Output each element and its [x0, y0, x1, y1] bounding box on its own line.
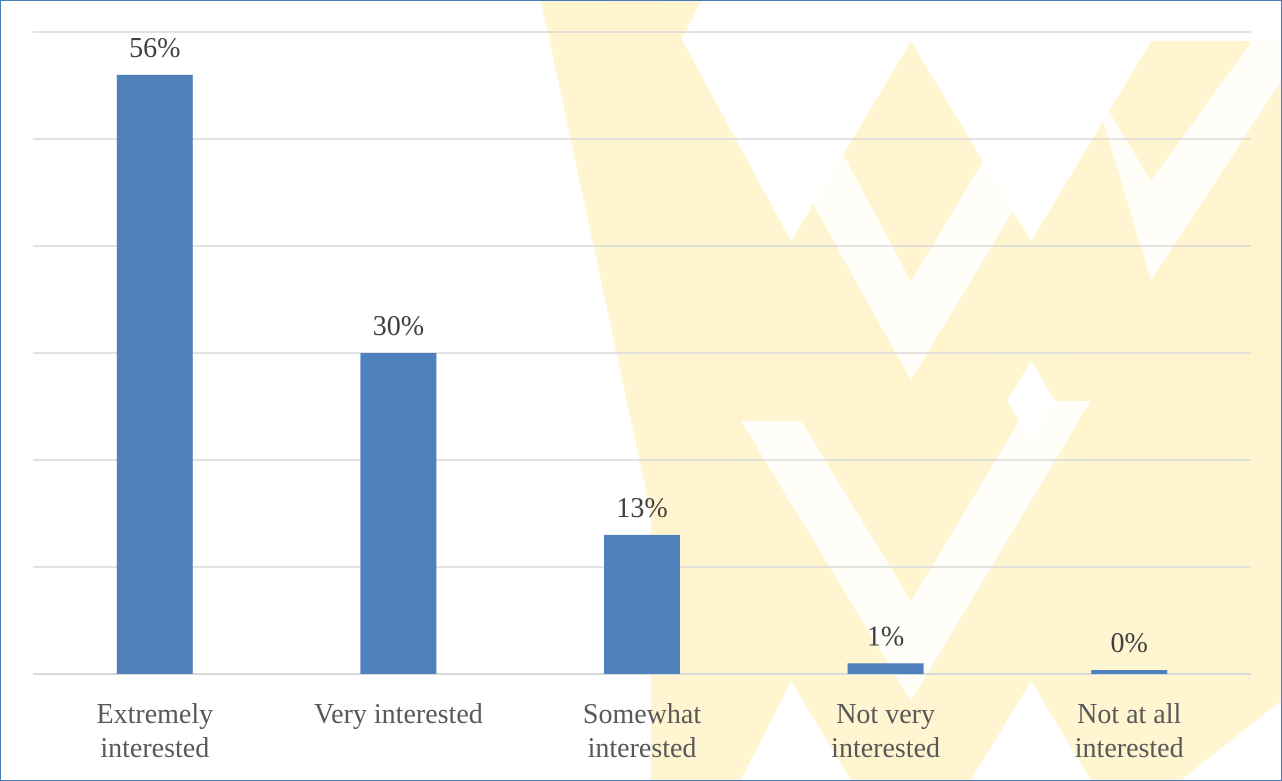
category-label: Extremely	[96, 699, 213, 730]
bar	[1091, 670, 1168, 674]
category-label: interested	[1075, 733, 1184, 764]
watermark-stripe	[1091, 1, 1281, 281]
data-label: 1%	[867, 621, 904, 652]
category-label: Somewhat	[583, 699, 701, 730]
category-label: interested	[831, 733, 940, 764]
data-label: 56%	[129, 33, 180, 64]
category-label: Not very	[836, 699, 935, 730]
watermark-stripe	[741, 401, 1091, 701]
bars	[116, 74, 1168, 675]
category-label: Not at all	[1077, 699, 1181, 730]
data-label: 0%	[1111, 628, 1148, 659]
data-label: 30%	[373, 311, 424, 342]
watermark-shape	[611, 1, 701, 81]
bar	[604, 534, 680, 674]
watermark-logo	[541, 1, 1281, 780]
category-label: interested	[100, 733, 209, 764]
bar	[847, 663, 924, 674]
watermark-stripe	[701, 1, 1091, 381]
bar	[116, 74, 193, 675]
category-label: interested	[588, 733, 697, 764]
value-labels: 56% 30% 13% 1% 0%	[129, 33, 1148, 659]
bar	[360, 353, 437, 674]
category-label: Very interested	[314, 699, 483, 730]
gridlines	[33, 31, 1251, 675]
data-label: 13%	[616, 493, 667, 524]
